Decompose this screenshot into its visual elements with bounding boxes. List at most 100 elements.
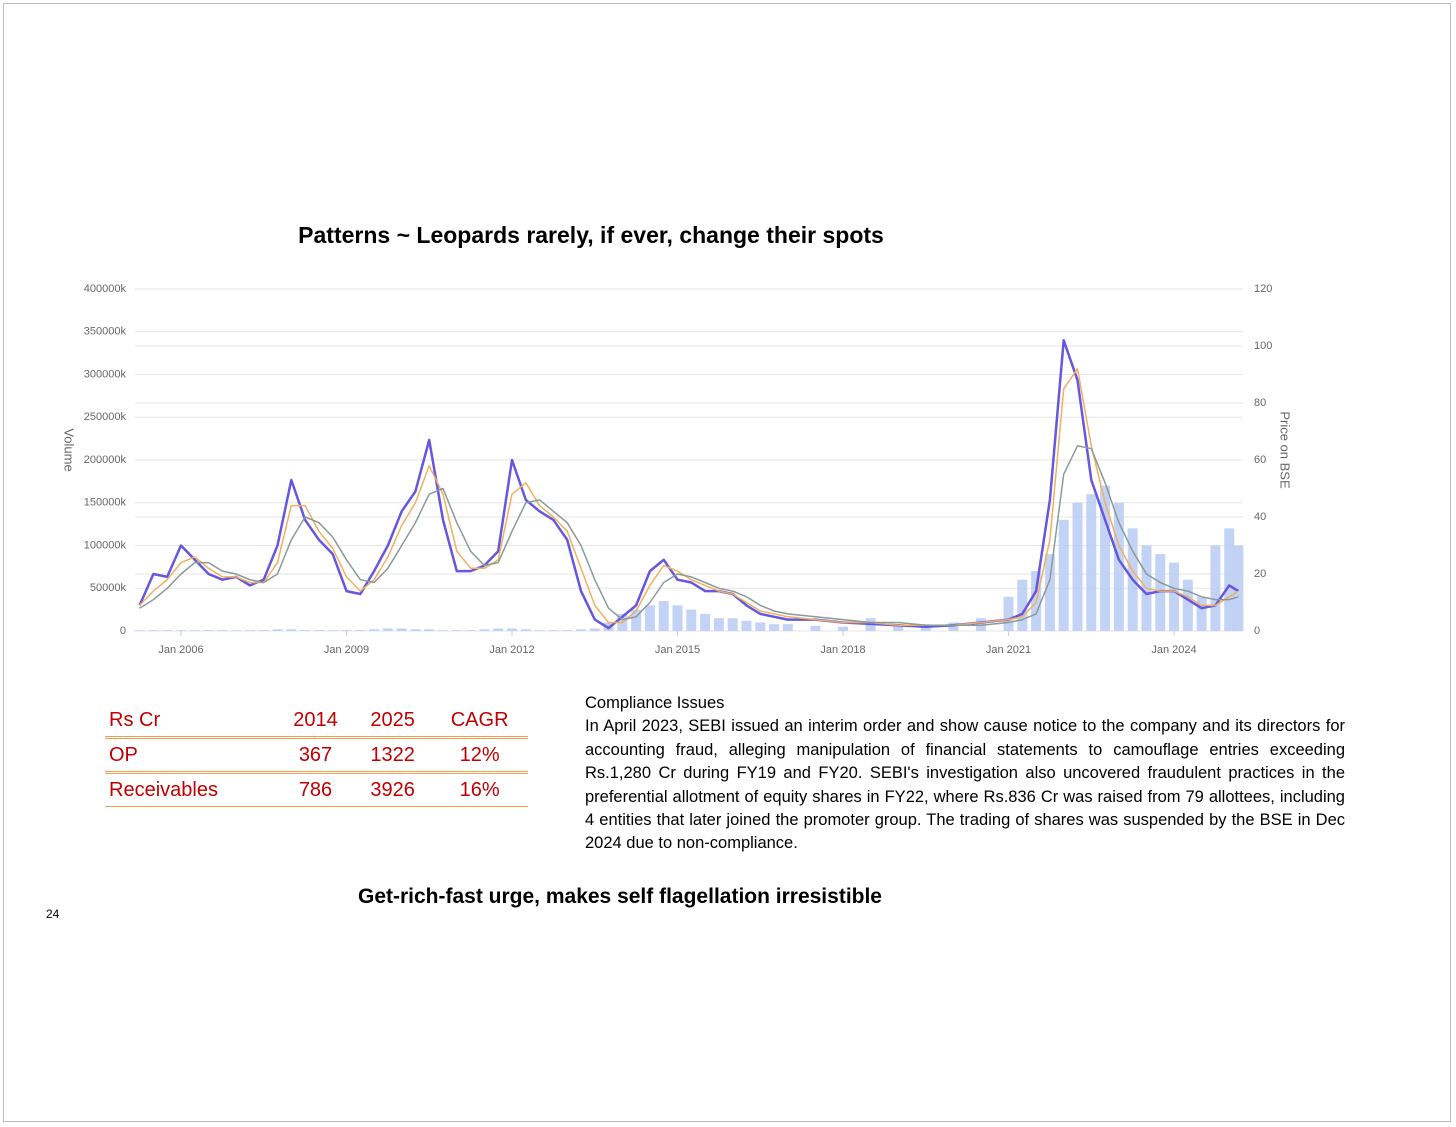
volume-bar xyxy=(713,618,724,631)
table-header: Rs Cr 2014 2025 CAGR xyxy=(105,704,528,739)
volume-bar xyxy=(644,605,655,631)
cell: 12% xyxy=(431,737,528,774)
volume-bar xyxy=(438,630,449,631)
volume-bar xyxy=(424,629,435,631)
cell: 367 xyxy=(276,737,355,774)
volume-bar xyxy=(755,622,766,631)
header-cell: 2025 xyxy=(354,704,432,739)
cell: 3926 xyxy=(354,772,432,807)
volume-bar xyxy=(313,630,324,631)
volume-bar xyxy=(1196,596,1207,631)
volume-bar xyxy=(1086,494,1097,631)
cell: 1322 xyxy=(354,737,432,774)
footer-text: Get-rich-fast urge, makes self flagellat… xyxy=(357,885,882,908)
volume-bar xyxy=(148,630,159,631)
header-cell: CAGR xyxy=(431,704,528,739)
volume-bar xyxy=(838,626,849,631)
y2-axis-label: Price on BSE xyxy=(1278,411,1293,489)
y-tick-label: 0 xyxy=(120,625,126,637)
y-tick-label: 50000k xyxy=(90,582,127,594)
volume-bar xyxy=(231,630,242,631)
table-row: Receivables 786 3926 16% xyxy=(105,772,528,807)
y2-tick-label: 40 xyxy=(1254,511,1266,523)
volume-bar xyxy=(134,630,145,631)
volume-bar xyxy=(1058,519,1069,631)
cell: Receivables xyxy=(105,772,277,807)
volume-bar xyxy=(396,628,407,631)
x-tick-label: Jan 2009 xyxy=(324,644,369,656)
cell: OP xyxy=(105,737,277,774)
volume-bar xyxy=(1155,554,1166,631)
volume-bar xyxy=(1017,579,1028,631)
volume-bar xyxy=(1169,562,1180,631)
slide-title: Patterns ~ Leopards rarely, if ever, cha… xyxy=(298,222,884,248)
volume-bar xyxy=(382,628,393,631)
y-tick-label: 300000k xyxy=(84,368,127,380)
volume-bar xyxy=(327,630,338,631)
volume-bar xyxy=(1233,545,1244,631)
volume-bar xyxy=(1044,554,1055,631)
volume-bar xyxy=(175,630,186,631)
y2-tick-label: 100 xyxy=(1254,340,1272,352)
x-tick-label: Jan 2012 xyxy=(489,644,534,656)
volume-bar xyxy=(1003,596,1014,631)
volume-bar xyxy=(562,630,573,631)
volume-bar xyxy=(741,620,752,631)
compliance-body: In April 2023, SEBI issued an interim or… xyxy=(585,717,1345,853)
compliance-box: Compliance Issues In April 2023, SEBI is… xyxy=(585,692,1345,856)
volume-bar xyxy=(1113,502,1124,631)
volume-bar xyxy=(727,618,738,631)
page-number: 24 xyxy=(46,907,60,921)
volume-bar xyxy=(1224,528,1235,631)
price-line xyxy=(138,339,1240,630)
volume-bar xyxy=(244,630,255,631)
x-tick-label: Jan 2015 xyxy=(655,644,700,656)
volume-bar xyxy=(341,630,352,631)
header-cell: Rs Cr xyxy=(105,704,277,739)
volume-bar xyxy=(162,630,173,631)
volume-bar xyxy=(631,609,642,631)
volume-bar xyxy=(479,629,490,631)
volume-bar xyxy=(465,630,476,631)
chart: 0 50000k 100000k 150000k 200000k 250000k 30000… xyxy=(62,283,1293,656)
volume-bar xyxy=(272,629,283,631)
volume-bar xyxy=(575,629,586,631)
price-line xyxy=(139,445,1239,627)
volume-bar xyxy=(189,630,200,631)
volume-bar xyxy=(700,613,711,631)
volume-bar xyxy=(686,609,697,631)
volume-bar xyxy=(1072,502,1083,631)
x-tick-label: Jan 2024 xyxy=(1151,644,1196,656)
volume-bar xyxy=(658,601,669,631)
volume-bar xyxy=(369,629,380,631)
x-tick-label: Jan 2021 xyxy=(986,644,1031,656)
y-axis-label: Volume xyxy=(62,428,77,471)
y-tick-label: 150000k xyxy=(84,497,127,509)
y2-tick-label: 0 xyxy=(1254,625,1260,637)
x-tick-label: Jan 2018 xyxy=(820,644,865,656)
y2-tick-label: 120 xyxy=(1254,283,1272,295)
volume-bar xyxy=(769,624,780,631)
volume-bar xyxy=(672,605,683,631)
volume-bar xyxy=(410,629,421,631)
volume-bar xyxy=(520,629,531,631)
volume-bar xyxy=(1182,579,1193,631)
slide-frame xyxy=(3,3,1451,1122)
volume-bar xyxy=(782,624,793,631)
volume-bar xyxy=(893,625,904,631)
volume-bar xyxy=(506,628,517,631)
volume-bar xyxy=(203,630,214,631)
volume-bar xyxy=(1100,485,1111,631)
volume-bar xyxy=(1210,545,1221,631)
cell: 786 xyxy=(276,772,355,807)
volume-bar xyxy=(217,630,228,631)
compliance-heading: Compliance Issues xyxy=(585,694,725,712)
header-cell: 2014 xyxy=(276,704,355,739)
y-tick-label: 350000k xyxy=(84,326,127,338)
x-tick-label: Jan 2006 xyxy=(158,644,203,656)
volume-bar xyxy=(534,630,545,631)
y-tick-label: 200000k xyxy=(84,454,127,466)
y-tick-label: 400000k xyxy=(84,283,127,295)
volume-bar xyxy=(300,630,311,631)
y2-tick-label: 60 xyxy=(1254,454,1266,466)
